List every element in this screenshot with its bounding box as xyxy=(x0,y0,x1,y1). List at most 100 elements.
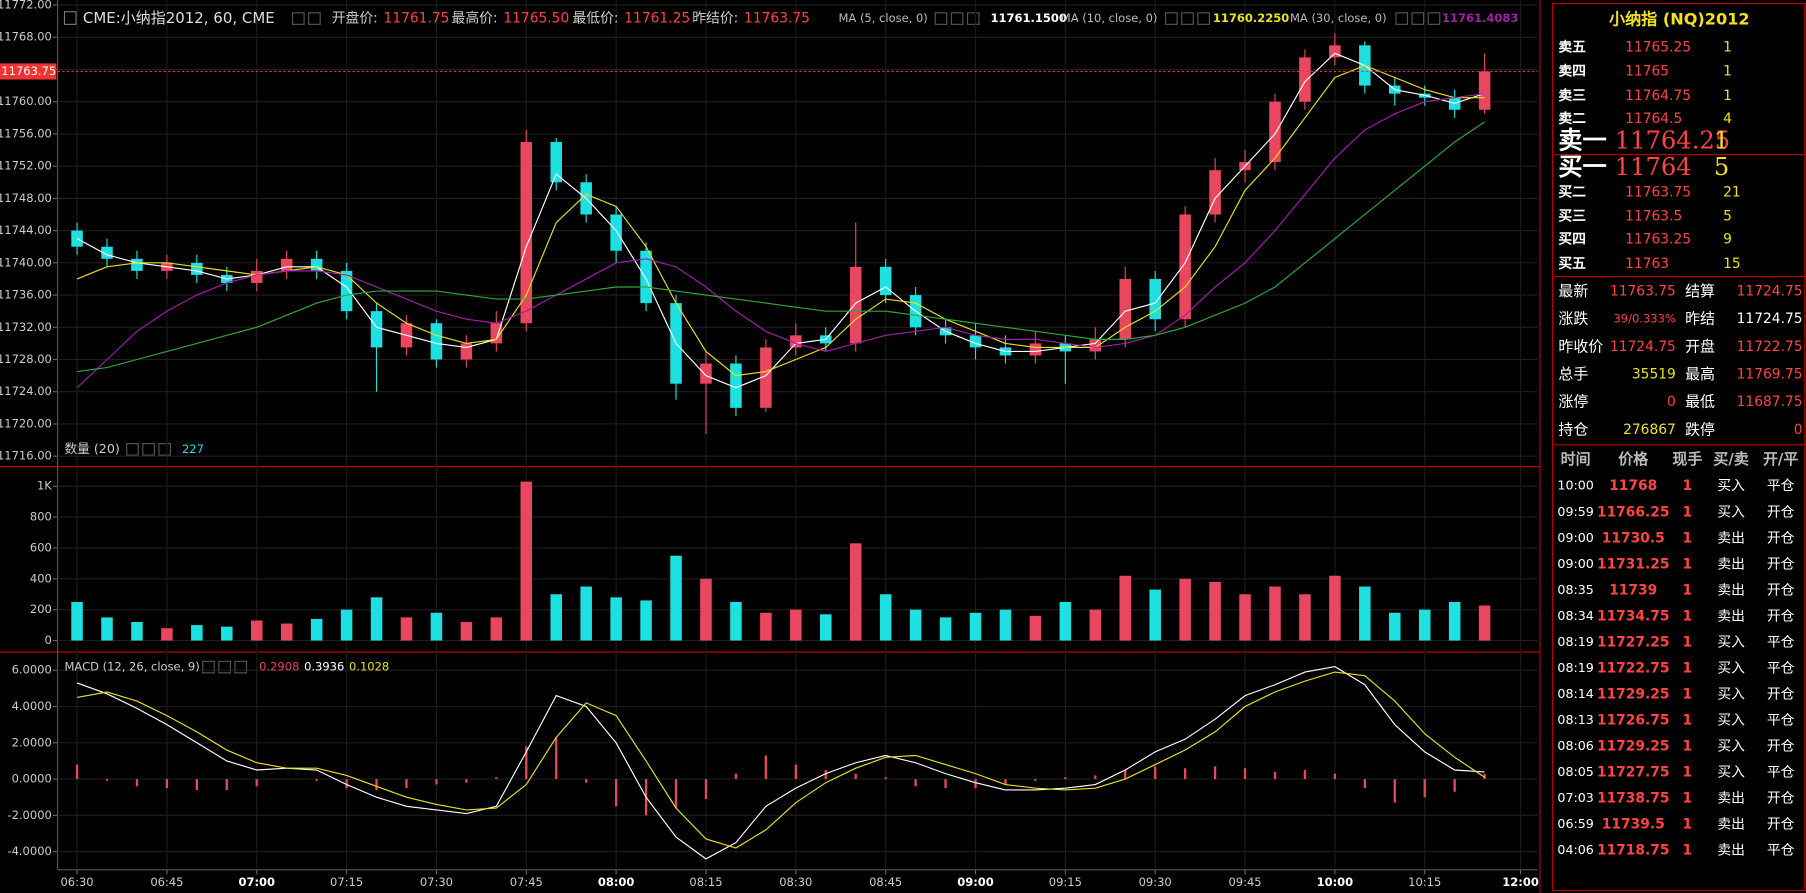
trade-cell: 07:03 xyxy=(1557,790,1593,805)
trades-header: 开/平 xyxy=(1763,450,1798,468)
icon[interactable] xyxy=(234,660,248,674)
y-tick-label: 11752.00 xyxy=(0,159,52,173)
volume-bar xyxy=(460,622,473,641)
collapse-icon[interactable] xyxy=(63,11,77,25)
histogram-bar xyxy=(345,779,348,789)
y-tick-label: 11732.00 xyxy=(0,320,52,334)
trade-cell: 09:59 xyxy=(1557,504,1593,519)
histogram-bar xyxy=(1363,779,1366,789)
icon[interactable] xyxy=(1181,12,1194,25)
book-qty: 1 xyxy=(1714,126,1729,154)
volume-bar xyxy=(191,625,203,641)
x-tick-label: 08:00 xyxy=(598,875,635,889)
book-price: 11764.75 xyxy=(1625,88,1691,104)
book-qty: 4 xyxy=(1723,111,1732,127)
icon[interactable] xyxy=(1427,12,1441,25)
icon[interactable] xyxy=(291,12,305,25)
icon[interactable] xyxy=(1197,12,1210,25)
y-tick-label: 200 xyxy=(30,602,52,616)
icon[interactable] xyxy=(950,12,964,25)
volume-bar xyxy=(969,612,982,641)
trade-cell: 1 xyxy=(1683,686,1693,702)
volume-bar xyxy=(430,612,443,641)
candle-body xyxy=(460,343,473,360)
line-series xyxy=(76,671,1485,849)
stat-value: 11724.75 xyxy=(1737,284,1803,300)
trade-cell: 卖出 xyxy=(1717,843,1745,859)
icon[interactable] xyxy=(308,12,321,25)
candle-body xyxy=(1329,45,1341,58)
candle-body xyxy=(490,323,503,344)
icon[interactable] xyxy=(934,12,948,25)
icon[interactable] xyxy=(1411,12,1425,25)
trade-cell: 1 xyxy=(1683,478,1693,494)
stat-value: 35519 xyxy=(1632,367,1676,383)
icon[interactable] xyxy=(218,660,231,674)
trade-cell: 06:59 xyxy=(1557,816,1593,831)
book-price: 11763.75 xyxy=(1625,185,1691,201)
stat-value: 11724.75 xyxy=(1610,339,1676,355)
legend-label: MA (10, close, 0) xyxy=(1061,11,1158,25)
trade-cell: 卖出 xyxy=(1717,791,1745,807)
volume-bar xyxy=(490,617,503,641)
line-series xyxy=(76,121,1485,373)
candle-body xyxy=(790,335,802,348)
candle-body xyxy=(101,246,113,259)
trade-cell: 买入 xyxy=(1717,660,1745,676)
histogram-bar xyxy=(75,764,79,780)
pane-title: MACD (12, 26, close, 9) xyxy=(65,660,200,674)
volume-bar xyxy=(670,555,682,641)
trade-cell: 11768 xyxy=(1609,478,1657,494)
icon[interactable] xyxy=(1165,12,1178,25)
trade-cell: 11727.25 xyxy=(1597,634,1670,650)
volume-bar xyxy=(250,620,263,641)
y-tick-label: 0 xyxy=(45,633,52,647)
icon[interactable] xyxy=(126,443,139,456)
y-tick-label: 11772.00 xyxy=(0,0,52,12)
volume-bar xyxy=(280,623,293,641)
y-tick-label: 6.0000 xyxy=(12,663,52,677)
trades-header: 价格 xyxy=(1618,450,1649,468)
volume-bar xyxy=(1239,594,1251,641)
stat-value: 11769.75 xyxy=(1737,367,1803,383)
legend-value: 11761.1500 xyxy=(991,11,1067,25)
x-tick-label: 09:00 xyxy=(957,875,994,889)
book-qty: 1 xyxy=(1723,64,1732,80)
stat-value: 11722.75 xyxy=(1737,339,1803,355)
candle-body xyxy=(191,262,203,275)
trade-cell: 1 xyxy=(1683,608,1693,624)
icon[interactable] xyxy=(142,443,155,456)
legend-value: 0.1028 xyxy=(349,660,389,674)
line-series xyxy=(76,666,1485,860)
trade-cell: 卖出 xyxy=(1717,556,1745,572)
icon[interactable] xyxy=(202,660,215,674)
icon[interactable] xyxy=(158,443,172,456)
volume-bar xyxy=(610,597,622,641)
y-tick-label: 11728.00 xyxy=(0,352,52,366)
y-tick-label: 11744.00 xyxy=(0,223,52,237)
book-label: 买四 xyxy=(1558,232,1586,248)
trade-cell: 11738.75 xyxy=(1597,791,1670,807)
trade-cell: 11739.5 xyxy=(1602,817,1665,833)
volume-bar xyxy=(340,609,353,641)
legend-label: MA (30, close, 0) xyxy=(1290,11,1387,25)
trade-cell: 开仓 xyxy=(1767,608,1795,624)
volume-bar xyxy=(101,617,113,641)
y-tick-label: 11768.00 xyxy=(0,30,52,44)
book-qty: 1 xyxy=(1723,88,1732,104)
candle-body xyxy=(131,258,143,271)
x-tick-label: 10:00 xyxy=(1317,875,1354,889)
trades-header: 买/卖 xyxy=(1713,450,1748,468)
icon[interactable] xyxy=(966,12,980,25)
legend-value: 0.3936 xyxy=(304,660,344,674)
trade-cell: 1 xyxy=(1683,765,1693,781)
icon[interactable] xyxy=(1395,12,1409,25)
candle-body xyxy=(1209,170,1221,215)
volume-bar xyxy=(520,481,533,641)
candle-body xyxy=(1119,278,1132,340)
trade-cell: 1 xyxy=(1683,582,1693,598)
trade-cell: 11722.75 xyxy=(1597,660,1670,676)
volume-bar xyxy=(1299,594,1311,641)
volume-bar xyxy=(310,618,323,641)
